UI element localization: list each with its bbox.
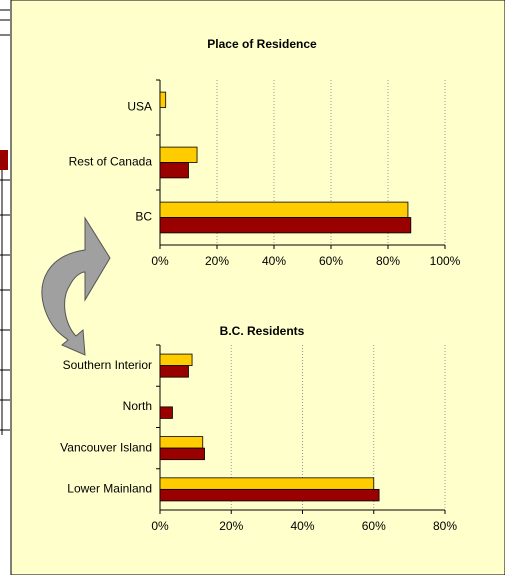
y-tick-label: Rest of Canada bbox=[69, 155, 153, 169]
x-tick-label: 0% bbox=[151, 519, 169, 533]
bar bbox=[159, 488, 380, 502]
bar bbox=[159, 201, 409, 218]
bar bbox=[159, 477, 375, 490]
x-tick-label: 20% bbox=[219, 519, 243, 533]
y-tick-label: BC bbox=[135, 210, 152, 224]
y-tick-label: Lower Mainland bbox=[67, 482, 152, 496]
y-tick-label: Southern Interior bbox=[63, 358, 152, 372]
curved-arrow bbox=[41, 216, 111, 356]
bar bbox=[159, 447, 205, 461]
bar bbox=[159, 353, 193, 367]
bar bbox=[159, 91, 167, 108]
cut-off-table bbox=[0, 9, 10, 435]
x-tick-label: 80% bbox=[376, 254, 400, 268]
bar bbox=[159, 162, 189, 179]
bar bbox=[159, 217, 412, 234]
x-tick-label: 100% bbox=[430, 254, 461, 268]
x-tick-label: 60% bbox=[362, 519, 386, 533]
y-tick-label: North bbox=[123, 399, 152, 413]
x-tick-label: 80% bbox=[433, 519, 457, 533]
bar bbox=[159, 436, 204, 449]
bar bbox=[159, 365, 189, 378]
x-tick-label: 60% bbox=[319, 254, 343, 268]
x-tick-label: 40% bbox=[290, 519, 314, 533]
chart-title: Place of Residence bbox=[207, 37, 317, 51]
cut-off-cell bbox=[0, 150, 8, 170]
y-tick-label: USA bbox=[127, 100, 152, 114]
x-tick-label: 40% bbox=[262, 254, 286, 268]
bar bbox=[159, 146, 198, 163]
y-tick-label: Vancouver Island bbox=[60, 440, 152, 454]
x-tick-label: 20% bbox=[205, 254, 229, 268]
bar bbox=[159, 406, 173, 419]
x-tick-label: 0% bbox=[151, 254, 169, 268]
chart-title: B.C. Residents bbox=[220, 324, 305, 338]
